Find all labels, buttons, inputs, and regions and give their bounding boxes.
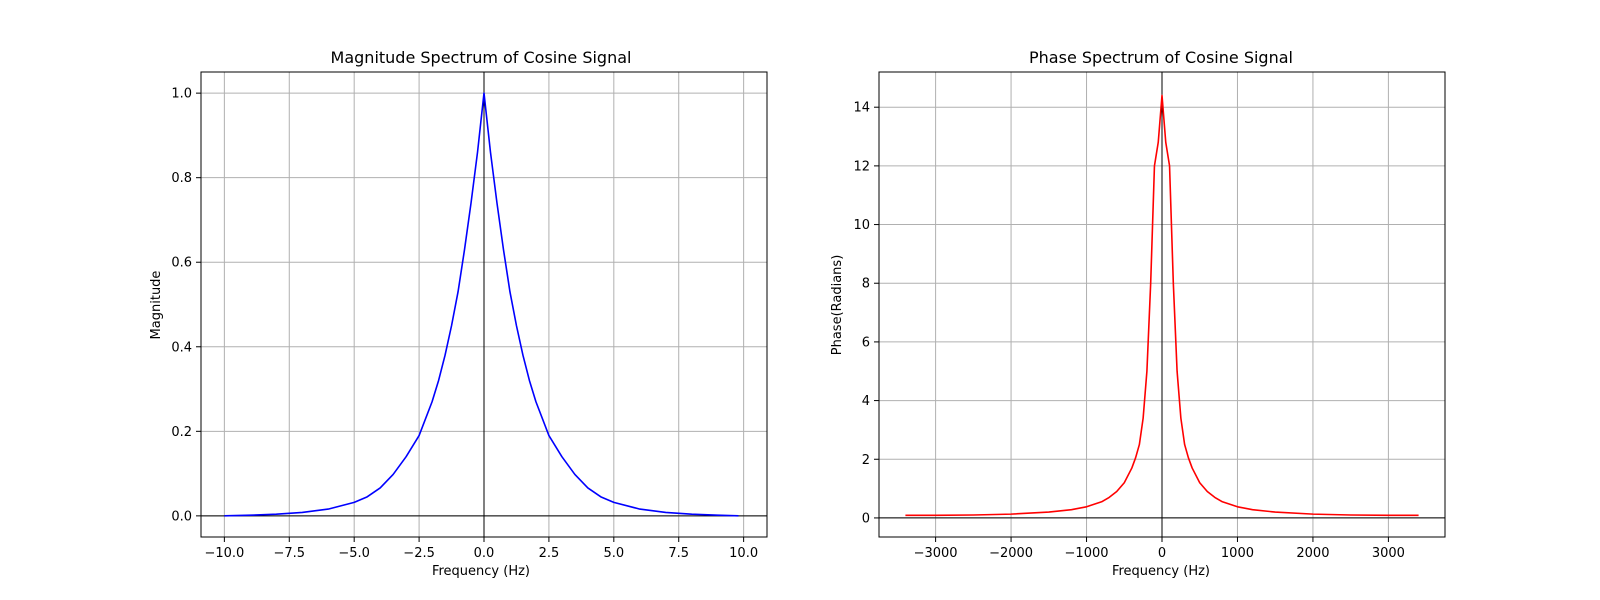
phase-y-tick-label: 10	[853, 218, 870, 233]
phase-x-tick-label: 3000	[1372, 546, 1405, 561]
magnitude-x-tick-label: −5.0	[338, 546, 370, 561]
phase-y-tick-label: 6	[862, 335, 870, 350]
magnitude-y-tick-label: 0.8	[171, 171, 192, 186]
phase-x-tick-label: −3000	[914, 546, 958, 561]
magnitude-x-tick-label: 0.0	[474, 546, 495, 561]
magnitude-x-axis-label: Frequency (Hz)	[432, 564, 530, 579]
magnitude-spectrum-panel: Magnitude Spectrum of Cosine Signal Freq…	[149, 48, 768, 579]
phase-y-axis-label: Phase(Radians)	[830, 255, 845, 356]
magnitude-y-tick-label: 0.4	[171, 340, 192, 355]
magnitude-series-line	[224, 92, 739, 517]
magnitude-x-tick-label: 10.0	[729, 546, 758, 561]
magnitude-y-tick-label: 0.2	[171, 425, 192, 440]
phase-y-tick-label: 2	[862, 453, 870, 468]
magnitude-y-tick-label: 0.6	[171, 256, 192, 271]
phase-x-axis-label: Frequency (Hz)	[1112, 564, 1210, 579]
phase-series-line	[905, 94, 1419, 517]
phase-y-tick-label: 14	[853, 101, 870, 116]
phase-y-tick-label: 4	[862, 394, 870, 409]
magnitude-x-tick-label: −2.5	[403, 546, 435, 561]
phase-y-tick-label: 12	[853, 159, 870, 174]
phase-y-tick-label: 8	[862, 277, 870, 292]
magnitude-x-tick-label: 7.5	[668, 546, 689, 561]
phase-x-tick-label: −1000	[1065, 546, 1109, 561]
phase-x-tick-label: 2000	[1296, 546, 1329, 561]
magnitude-y-tick-label: 0.0	[171, 509, 192, 524]
phase-x-tick-label: 1000	[1221, 546, 1254, 561]
magnitude-x-tick-label: −10.0	[204, 546, 244, 561]
magnitude-x-tick-label: 5.0	[603, 546, 624, 561]
phase-x-tick-label: 0	[1158, 546, 1166, 561]
phase-spectrum-panel: Phase Spectrum of Cosine Signal Frequenc…	[830, 48, 1446, 579]
magnitude-y-axis-label: Magnitude	[149, 271, 164, 340]
phase-chart-title: Phase Spectrum of Cosine Signal	[1029, 48, 1293, 67]
phase-y-tick-label: 0	[862, 511, 870, 526]
magnitude-x-tick-label: 2.5	[539, 546, 560, 561]
magnitude-x-tick-label: −7.5	[273, 546, 305, 561]
phase-x-tick-label: −2000	[989, 546, 1033, 561]
magnitude-chart-title: Magnitude Spectrum of Cosine Signal	[331, 48, 632, 67]
magnitude-y-tick-label: 1.0	[171, 87, 192, 102]
